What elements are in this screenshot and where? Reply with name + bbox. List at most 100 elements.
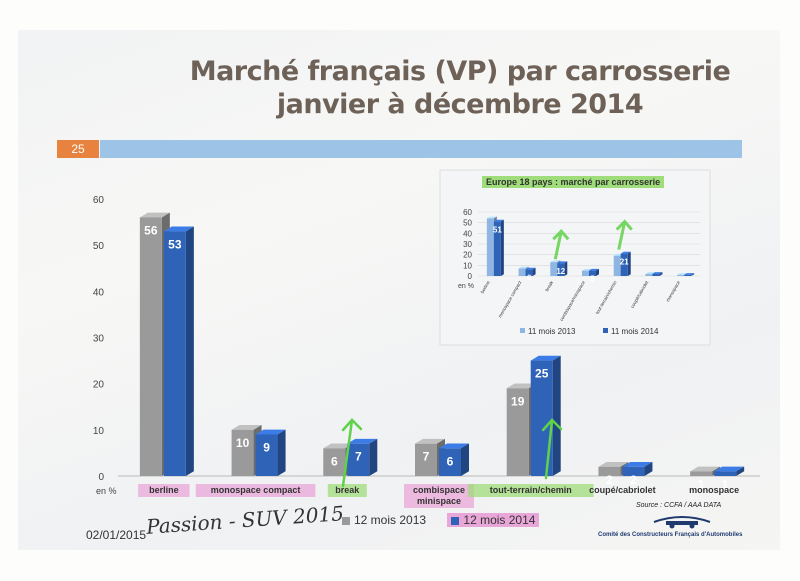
category-highlight: [404, 484, 474, 508]
bar-0-6-front: [690, 471, 713, 476]
inset-bar-1-4-top: [620, 251, 631, 254]
bar-1-6-top: [714, 466, 745, 472]
bar-1-6-side: [736, 466, 745, 476]
inset-x-tick-label: break: [544, 279, 554, 292]
data-label: 7: [423, 450, 430, 464]
inset-bar-0-2-top: [550, 260, 561, 263]
date-stamp: 02/01/2015: [86, 528, 147, 542]
inset-arrow-icon: [552, 229, 570, 260]
inset-y-tick-label: 30: [463, 240, 472, 249]
inset-bar-1-5-front: [652, 273, 660, 276]
category-highlight: [327, 484, 367, 497]
bar-1-5-front: [622, 466, 645, 476]
bar-0-5-top: [598, 461, 629, 467]
inset-legend-label: 11 mois 2014: [611, 327, 659, 336]
bar-1-3-front: [439, 448, 461, 476]
bar-0-3-top: [415, 438, 445, 444]
source-note: Source : CCFA / AAA DATA: [636, 502, 722, 509]
inset-bar-1-3: [589, 268, 599, 276]
y-tick-label: 30: [93, 334, 105, 345]
bar-0-4-front: [506, 388, 529, 476]
y-axis-label: en %: [96, 486, 117, 496]
inset-bar-1-6-side: [691, 273, 695, 276]
bar-1-6: [714, 466, 745, 476]
header-band: [100, 140, 742, 158]
inset-bar-1-4-side: [627, 251, 631, 276]
y-tick-label: 0: [98, 472, 104, 483]
inset-bar-1-3-front: [589, 270, 596, 276]
inset-bar-1-6: [684, 273, 695, 276]
annotation-arrow-icon: [341, 418, 363, 488]
bar-1-0-front: [163, 231, 186, 476]
inset-bar-0-6-top: [677, 273, 688, 275]
inset-bar-1-5: [652, 272, 663, 276]
inset-bar-1-1: [525, 267, 536, 276]
bar-1-0: [163, 226, 194, 476]
inset-bar-0-2-front: [550, 262, 558, 276]
y-tick-label: 50: [93, 241, 105, 252]
inset-y-tick-label: 50: [463, 219, 472, 228]
bar-0-5-front: [598, 466, 621, 476]
inset-bar-1-1-front: [525, 269, 533, 276]
category-highlight: [467, 484, 594, 497]
bar-1-4-side: [552, 355, 561, 476]
inset-bar-1-0-side: [500, 219, 504, 276]
inset-arrow-icon: [615, 219, 633, 250]
x-tick-label: monospace: [689, 485, 739, 495]
inset-frame: [439, 169, 711, 346]
inset-bar-1-5-top: [652, 272, 663, 274]
bar-0-0-front: [139, 217, 162, 476]
bar-1-4-front: [530, 360, 553, 476]
inset-legend-swatch: [520, 328, 525, 333]
inset-legend-label: 11 mois 2013: [528, 327, 576, 336]
inset-data-label: 5: [590, 275, 595, 284]
legend-swatch-2014: [451, 516, 460, 525]
legend-label-2014: 12 mois 2014: [463, 513, 536, 527]
inset-bar-1-2-front: [557, 263, 565, 276]
inset-data-label: 51: [493, 226, 502, 235]
data-label: 1: [722, 477, 729, 491]
inset-bar-0-0-top: [486, 216, 497, 219]
x-tick-label: monospace compact: [211, 485, 301, 495]
inset-bar-1-5-side: [659, 272, 663, 276]
bar-0-2-front: [323, 448, 346, 476]
inset-bar-0-4-front: [613, 255, 621, 276]
data-label: 53: [168, 237, 182, 251]
y-tick-label: 60: [93, 195, 105, 206]
data-label: 2: [606, 473, 613, 487]
bar-1-5-side: [644, 461, 653, 476]
bar-0-4-top: [506, 383, 537, 389]
inset-bar-1-0-top: [493, 219, 504, 222]
bar-1-6-front: [714, 471, 737, 476]
bar-1-1-front: [255, 434, 278, 476]
bar-1-1-side: [277, 429, 286, 476]
data-label: 6: [331, 454, 338, 468]
bar-1-0-top: [163, 226, 194, 232]
legend-label-2013: 12 mois 2013: [354, 513, 427, 527]
x-tick-label: coupé/cabriolet: [589, 485, 656, 495]
category-highlight: [138, 484, 190, 497]
organization-name: Comité des Constructeurs Français d'Auto…: [598, 532, 743, 538]
data-label: 6: [447, 454, 454, 468]
data-label: 56: [144, 223, 158, 237]
bar-1-4: [530, 355, 561, 476]
inset-bar-0-3-top: [582, 268, 592, 271]
x-tick-label: minispace: [417, 496, 461, 506]
inset-y-tick-label: 40: [463, 229, 472, 238]
inset-bar-1-3-side: [596, 268, 599, 276]
inset-bar-1-2: [557, 261, 568, 276]
bar-0-6-top: [690, 466, 721, 472]
inset-bar-0-6-front: [677, 274, 685, 276]
bar-0-0-top: [139, 212, 170, 218]
y-tick-label: 40: [93, 287, 105, 298]
bar-0-1-top: [231, 425, 262, 430]
inset-bar-0-3-front: [582, 270, 589, 276]
inset-y-tick-label: 60: [463, 208, 472, 217]
y-tick-label: 20: [93, 380, 105, 391]
bar-1-2-front: [347, 443, 370, 476]
inset-bar-0-1-front: [518, 268, 526, 276]
inset-bar-1-1-side: [532, 267, 536, 276]
category-highlight: [195, 484, 316, 497]
inset-bar-0-5-top: [645, 272, 656, 274]
